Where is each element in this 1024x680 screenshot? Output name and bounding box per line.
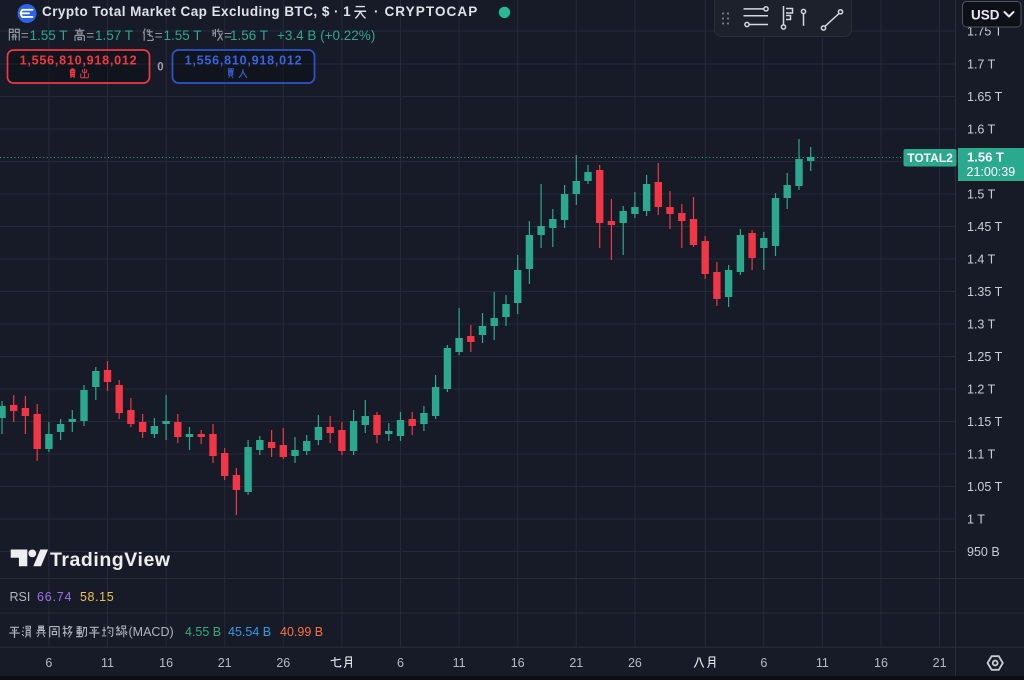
svg-text:1.1 T: 1.1 T <box>967 448 996 462</box>
svg-text:11: 11 <box>101 656 114 670</box>
svg-text:1.3 T: 1.3 T <box>967 318 996 332</box>
svg-text:1.5 T: 1.5 T <box>967 188 996 202</box>
svg-text:1.55 T: 1.55 T <box>164 28 202 43</box>
svg-text:1.55 T: 1.55 T <box>30 28 68 43</box>
svg-text:1.6 T: 1.6 T <box>967 123 996 137</box>
svg-text:1.65 T: 1.65 T <box>967 90 1003 104</box>
svg-text:16: 16 <box>159 656 173 670</box>
svg-text:· CRYPTOCAP: · CRYPTOCAP <box>374 4 478 19</box>
svg-text:16: 16 <box>874 656 888 670</box>
svg-text:1.75 T: 1.75 T <box>967 25 1003 39</box>
svg-text:1.45 T: 1.45 T <box>967 220 1003 234</box>
svg-text:(MACD): (MACD) <box>129 625 174 639</box>
svg-text:11: 11 <box>816 656 829 670</box>
svg-text:TradingView: TradingView <box>50 549 171 571</box>
svg-text:1.56 T: 1.56 T <box>230 28 268 43</box>
svg-text:TOTAL2: TOTAL2 <box>907 151 953 165</box>
svg-text:6: 6 <box>45 656 52 670</box>
svg-text:1.4 T: 1.4 T <box>967 253 996 267</box>
svg-text:40.99 B: 40.99 B <box>280 625 323 639</box>
svg-text:+3.4 B (+0.22%): +3.4 B (+0.22%) <box>277 28 375 43</box>
svg-text:RSI: RSI <box>10 590 31 604</box>
svg-text:21: 21 <box>933 656 947 670</box>
svg-text:26: 26 <box>628 656 642 670</box>
svg-text:11: 11 <box>453 656 466 670</box>
svg-text:=: = <box>224 28 232 43</box>
svg-text:1,556,810,918,012: 1,556,810,918,012 <box>185 53 303 67</box>
svg-text:1.05 T: 1.05 T <box>967 480 1003 494</box>
svg-text:21: 21 <box>569 656 583 670</box>
svg-text:4.55 B: 4.55 B <box>185 625 221 639</box>
svg-text:1.57 T: 1.57 T <box>95 28 133 43</box>
svg-text:950 B: 950 B <box>967 545 1000 559</box>
svg-text:58.15: 58.15 <box>80 590 114 604</box>
svg-text:USD: USD <box>971 8 1000 23</box>
svg-text:1.7 T: 1.7 T <box>967 58 996 72</box>
svg-text:6: 6 <box>397 656 404 670</box>
svg-text:16: 16 <box>511 656 525 670</box>
svg-text:21: 21 <box>218 656 232 670</box>
svg-text:1.25 T: 1.25 T <box>967 350 1003 364</box>
svg-text:1 T: 1 T <box>967 513 985 527</box>
svg-text:1.35 T: 1.35 T <box>967 285 1003 299</box>
svg-text:45.54 B: 45.54 B <box>228 625 271 639</box>
svg-text:1,556,810,918,012: 1,556,810,918,012 <box>20 53 138 67</box>
svg-text:=: = <box>86 28 94 43</box>
svg-text:1.15 T: 1.15 T <box>967 415 1003 429</box>
svg-text:1.2 T: 1.2 T <box>967 383 996 397</box>
svg-text:26: 26 <box>276 656 290 670</box>
svg-text:6: 6 <box>760 656 767 670</box>
svg-text:21:00:39: 21:00:39 <box>967 165 1016 179</box>
svg-text:=: = <box>21 28 29 43</box>
svg-text:=: = <box>155 28 163 43</box>
svg-text:0: 0 <box>157 62 163 74</box>
svg-text:Crypto Total Market Cap Exclud: Crypto Total Market Cap Excluding BTC, $… <box>42 4 351 19</box>
svg-text:1.56 T: 1.56 T <box>967 150 1004 165</box>
svg-text:66.74: 66.74 <box>37 590 72 604</box>
